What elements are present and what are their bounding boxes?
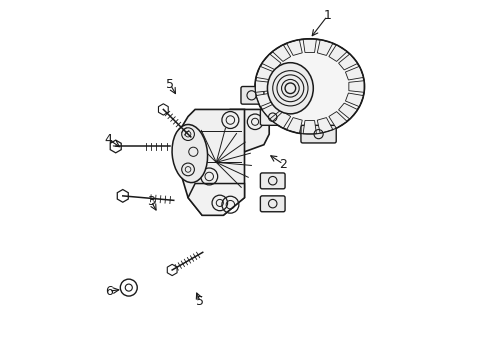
Ellipse shape	[255, 39, 364, 134]
Text: 6: 6	[104, 285, 112, 298]
Polygon shape	[303, 121, 316, 134]
Text: 1: 1	[323, 9, 331, 22]
Polygon shape	[328, 112, 346, 128]
Polygon shape	[177, 109, 244, 215]
Polygon shape	[255, 81, 270, 92]
FancyBboxPatch shape	[300, 125, 336, 143]
Text: 3: 3	[147, 195, 155, 208]
Text: 4: 4	[104, 133, 112, 146]
Polygon shape	[272, 112, 290, 128]
Polygon shape	[338, 103, 357, 119]
FancyBboxPatch shape	[241, 86, 264, 104]
Polygon shape	[345, 66, 363, 80]
Polygon shape	[303, 39, 316, 53]
Polygon shape	[328, 45, 346, 62]
Polygon shape	[262, 103, 281, 119]
Polygon shape	[348, 81, 363, 92]
Polygon shape	[286, 118, 302, 133]
Polygon shape	[338, 54, 357, 70]
Text: 5: 5	[166, 78, 174, 91]
Polygon shape	[256, 93, 273, 107]
Ellipse shape	[267, 63, 313, 114]
FancyBboxPatch shape	[260, 173, 285, 189]
Polygon shape	[272, 45, 290, 62]
Polygon shape	[317, 40, 332, 55]
Polygon shape	[188, 184, 244, 215]
Polygon shape	[256, 66, 273, 80]
Polygon shape	[286, 40, 302, 55]
Text: 2: 2	[279, 158, 286, 171]
Polygon shape	[230, 109, 269, 152]
FancyBboxPatch shape	[260, 109, 285, 125]
FancyBboxPatch shape	[260, 196, 285, 212]
Polygon shape	[262, 54, 281, 70]
Ellipse shape	[172, 125, 207, 183]
Polygon shape	[345, 93, 363, 107]
Polygon shape	[317, 118, 332, 133]
Text: 5: 5	[196, 295, 204, 308]
